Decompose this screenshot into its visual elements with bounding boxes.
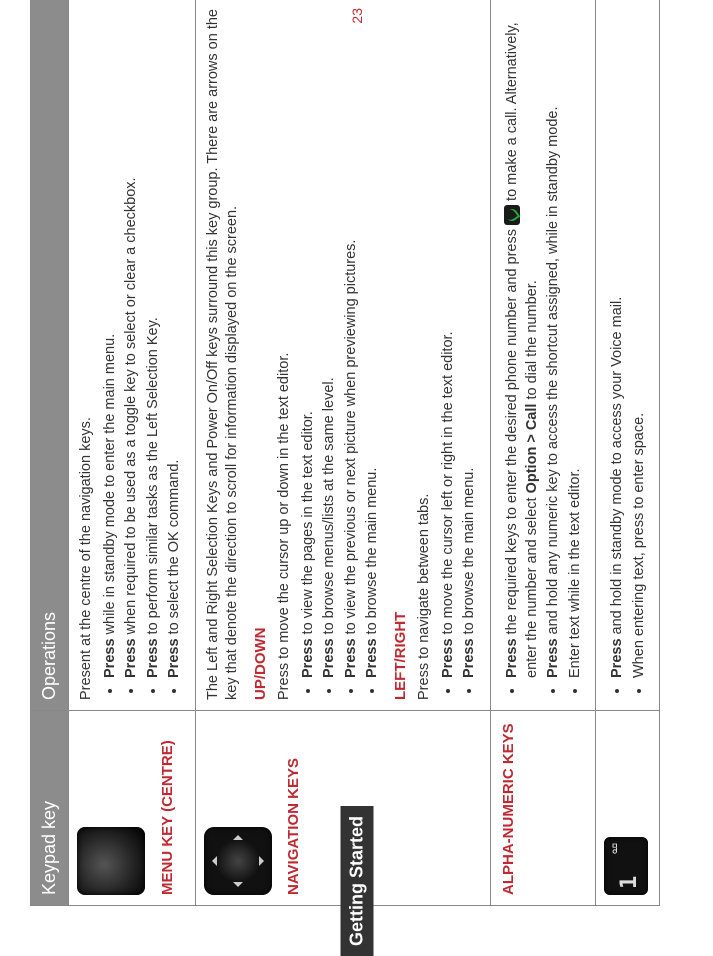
col-header-keypad: Keypad key xyxy=(31,711,69,906)
subhead-leftright: LEFT/RIGHT xyxy=(391,1,411,700)
call-icon xyxy=(504,205,520,225)
list-item: Press to perform similar tasks as the Le… xyxy=(144,1,164,678)
list-item: Press to browse the main menu. xyxy=(460,1,480,678)
section-tab: Getting Started xyxy=(340,806,373,956)
list-item: Press the required keys to enter the des… xyxy=(503,1,542,678)
list-item: Press to view the previous or next pictu… xyxy=(342,1,362,678)
op-list: Press while in standby mode to enter the… xyxy=(101,1,185,700)
keypad-table: Keypad key Operations MENU KEY (CENTRE) … xyxy=(30,0,660,906)
op-list: Press to view the pages in the text edit… xyxy=(299,1,383,700)
key-label: ALPHA-NUMERIC KEYS xyxy=(499,721,519,895)
op-list: Press and hold in standby mode to access… xyxy=(608,1,649,700)
op-intro: The Left and Right Selection Keys and Po… xyxy=(205,9,241,700)
list-item: Press while in standby mode to enter the… xyxy=(101,1,121,678)
col-header-operations: Operations xyxy=(31,0,69,711)
op-intro: Press to navigate between tabs. xyxy=(416,494,432,700)
list-item: Press to view the pages in the text edit… xyxy=(299,1,319,678)
table-row: NAVIGATION KEYS The Left and Right Selec… xyxy=(195,0,490,906)
list-item: Press to browse menus/lists at the same … xyxy=(320,1,340,678)
list-item: Press and hold any numeric key to access… xyxy=(544,1,564,678)
op-list: Press the required keys to enter the des… xyxy=(503,1,585,700)
key-label: MENU KEY (CENTRE) xyxy=(158,721,178,895)
table-row: ALPHA-NUMERIC KEYS Press the required ke… xyxy=(490,0,595,906)
list-item: Press and hold in standby mode to access… xyxy=(608,1,628,678)
op-intro: Press to move the cursor up or down in t… xyxy=(276,353,292,700)
menu-key-icon xyxy=(77,827,145,895)
table-row: MENU KEY (CENTRE) Present at the centre … xyxy=(69,0,196,906)
list-item: Press to select the OK command. xyxy=(165,1,185,678)
list-item: Enter text while in the text editor. xyxy=(566,1,586,678)
page-number: 23 xyxy=(349,8,365,24)
list-item: Press to browse the main menu. xyxy=(363,1,383,678)
list-item: When entering text, press to enter space… xyxy=(630,1,650,678)
one-key-icon: 1 ܩܘ xyxy=(604,837,648,895)
navigation-key-icon xyxy=(204,827,272,895)
op-intro: Present at the centre of the navigation … xyxy=(78,417,94,700)
subhead-updown: UP/DOWN xyxy=(251,1,271,700)
key-label: NAVIGATION KEYS xyxy=(284,721,304,895)
list-item: Press to move the cursor left or right i… xyxy=(439,1,459,678)
op-list: Press to move the cursor left or right i… xyxy=(439,1,480,700)
list-item: Press when required to be used as a togg… xyxy=(122,1,142,678)
table-row: 1 ܩܘ Press and hold in standby mode to a… xyxy=(596,0,660,906)
